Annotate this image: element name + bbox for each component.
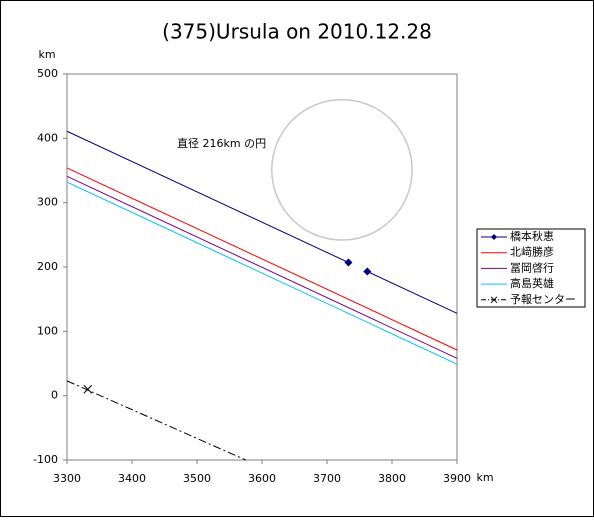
series-line — [66, 130, 458, 314]
y-tick-label: 500 — [37, 67, 58, 80]
x-tick-label: 3600 — [248, 472, 276, 485]
y-tick-label: -100 — [33, 453, 58, 466]
series-line — [66, 175, 458, 359]
y-tick-label: 300 — [37, 196, 58, 209]
data-point — [344, 258, 353, 267]
x-axis-label: km — [476, 471, 493, 484]
legend-label: 冨岡啓行 — [510, 260, 554, 274]
x-tick-label: 3300 — [53, 472, 81, 485]
y-tick-label: 400 — [37, 131, 58, 144]
legend-marker — [490, 296, 498, 304]
legend-marker — [491, 234, 497, 240]
y-tick-label: 100 — [37, 324, 58, 337]
x-tick-label: 3500 — [183, 472, 211, 485]
x-tick-label: 3800 — [378, 472, 406, 485]
data-point — [83, 384, 93, 394]
series-line — [66, 181, 458, 365]
legend-label: 高島英雄 — [510, 276, 554, 290]
circle-label: 直径 216km の円 — [177, 136, 266, 150]
x-tick-label: 3900 — [443, 472, 471, 485]
legend-label: 橋本秋恵 — [510, 229, 554, 243]
x-tick-label: 3400 — [118, 472, 146, 485]
y-tick-label: 200 — [37, 260, 58, 273]
series-line — [66, 167, 458, 351]
data-point — [363, 267, 372, 276]
y-axis-label: km — [38, 48, 55, 61]
x-tick-label: 3700 — [313, 472, 341, 485]
size-circle — [271, 98, 413, 241]
series-line — [66, 380, 246, 461]
y-tick-label: 0 — [51, 389, 58, 402]
legend-label: 北﨑勝彦 — [510, 245, 554, 259]
chart-title: (375)Ursula on 2010.12.28 — [162, 20, 432, 44]
legend-label: 予報センター — [510, 293, 576, 306]
